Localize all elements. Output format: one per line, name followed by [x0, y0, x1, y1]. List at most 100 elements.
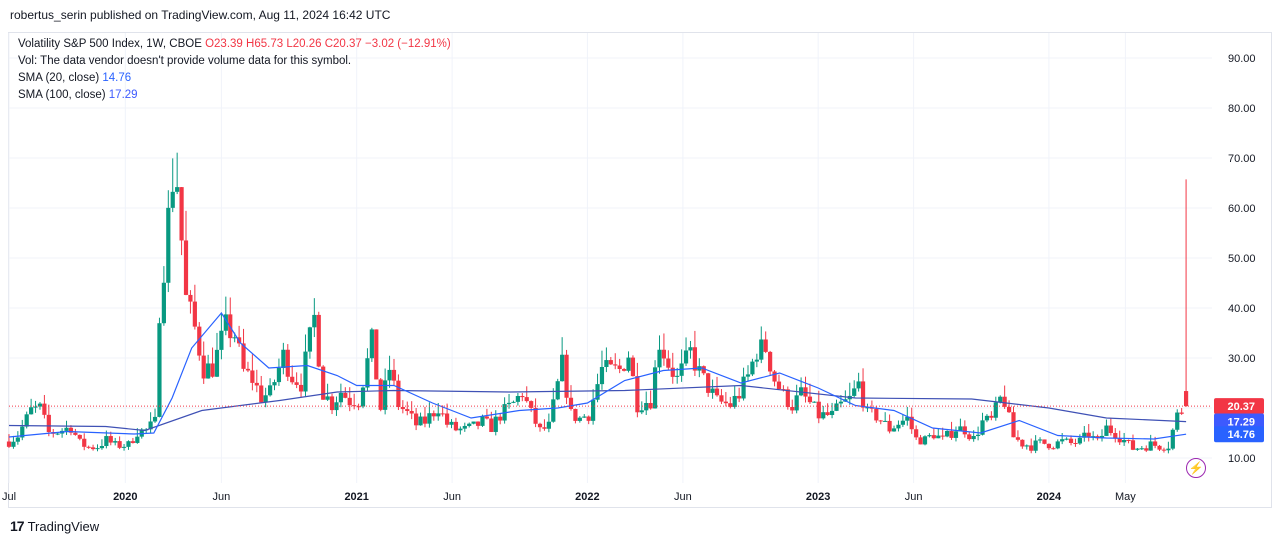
candle-body: [812, 401, 817, 403]
candle-body: [467, 423, 472, 426]
candle-body: [197, 326, 202, 356]
candle-body: [95, 448, 100, 450]
price-label-box: [1214, 413, 1264, 430]
candle-body: [436, 413, 441, 417]
x-tick-label: 2024: [1037, 491, 1062, 503]
candle-body: [267, 385, 273, 396]
footer-brand[interactable]: 17 TradingView: [10, 518, 99, 534]
candle-body: [745, 374, 751, 377]
x-tick-label: Jun: [443, 491, 461, 503]
candle-body: [874, 408, 879, 421]
candle-body: [750, 361, 755, 375]
candle-body: [135, 436, 140, 443]
candle-body: [763, 339, 768, 352]
candle-body: [829, 410, 835, 415]
candle-body: [825, 412, 830, 415]
candle-body: [922, 436, 928, 445]
candle-body: [157, 323, 162, 417]
candle-body: [427, 413, 432, 424]
legend-sma20-row[interactable]: SMA (20, close) 14.76: [18, 70, 451, 87]
legend-sma100-row[interactable]: SMA (100, close) 17.29: [18, 87, 451, 104]
tradingview-logo-icon: 17: [10, 518, 25, 534]
candle-body: [365, 358, 370, 388]
candle-body: [1060, 439, 1065, 442]
candle-body: [188, 294, 193, 302]
candle-body: [785, 389, 790, 408]
legend-low: L20.26: [286, 38, 322, 50]
candle-body: [896, 424, 901, 429]
candle-body: [166, 207, 171, 283]
candle-body: [945, 430, 950, 437]
y-tick-label: 80.00: [1228, 103, 1256, 115]
y-tick-label: 90.00: [1228, 53, 1256, 65]
candle-body: [405, 409, 410, 412]
x-tick-label: 2022: [575, 491, 599, 503]
candle-body: [449, 421, 454, 425]
candle-body: [161, 282, 166, 324]
candle-body: [772, 371, 777, 382]
candle-body: [414, 413, 419, 426]
candle-body: [1144, 448, 1149, 451]
candle-body: [537, 423, 543, 428]
candle-body: [1073, 443, 1078, 445]
candle-body: [347, 397, 352, 406]
candle-body: [931, 435, 936, 439]
candle-body: [754, 359, 759, 362]
candle-body: [90, 447, 96, 450]
candle-body: [15, 437, 20, 442]
candle-body: [77, 434, 82, 439]
candle-body: [1166, 448, 1171, 451]
candle-body: [1020, 439, 1025, 447]
candle-body: [170, 191, 175, 208]
candle-body: [626, 357, 631, 371]
candle-body: [356, 406, 361, 408]
candle-body: [635, 376, 640, 413]
candle-body: [551, 399, 556, 422]
candle-body: [657, 349, 662, 368]
candle-body: [369, 329, 374, 359]
candle-body: [24, 414, 29, 427]
candle-body: [723, 401, 728, 404]
candle-body: [272, 382, 277, 386]
candle-body: [1011, 412, 1016, 438]
lightning-icon[interactable]: ⚡: [1186, 458, 1206, 478]
candle-body: [179, 187, 184, 241]
legend-close: C20.37: [324, 38, 362, 50]
candle-body: [108, 436, 113, 443]
candle-body: [542, 427, 547, 429]
candle-body: [453, 421, 459, 431]
candle-body: [621, 369, 627, 371]
candle-body: [630, 357, 636, 377]
candle-body: [524, 397, 529, 402]
candle-body: [1077, 437, 1082, 444]
candle-body: [976, 434, 981, 437]
candle-body: [1104, 425, 1109, 436]
candle-body: [984, 415, 990, 421]
candle-body: [33, 406, 38, 408]
price-label-box: [1214, 398, 1264, 415]
candle-body: [232, 337, 237, 339]
candle-body: [276, 368, 282, 383]
candle-body: [1126, 439, 1131, 441]
candle-body: [307, 327, 313, 352]
candle-body: [387, 369, 392, 381]
candle-body: [586, 416, 591, 421]
candle-body: [400, 407, 405, 410]
footer-brand-label: TradingView: [27, 518, 100, 534]
candle-body: [281, 349, 286, 369]
candle-body: [245, 368, 251, 371]
x-tick-label: May: [1115, 491, 1136, 503]
candle-body: [29, 407, 34, 415]
candle-body: [489, 418, 494, 432]
candle-body: [980, 420, 985, 435]
candle-body: [692, 347, 697, 371]
candle-body: [1024, 445, 1029, 447]
candle-body: [728, 403, 733, 407]
candle-body: [475, 421, 481, 426]
candle-body: [1135, 448, 1140, 450]
candle-body: [1099, 435, 1105, 439]
candle-body: [285, 349, 290, 377]
candle-body: [555, 381, 560, 400]
candle-body: [259, 385, 264, 403]
